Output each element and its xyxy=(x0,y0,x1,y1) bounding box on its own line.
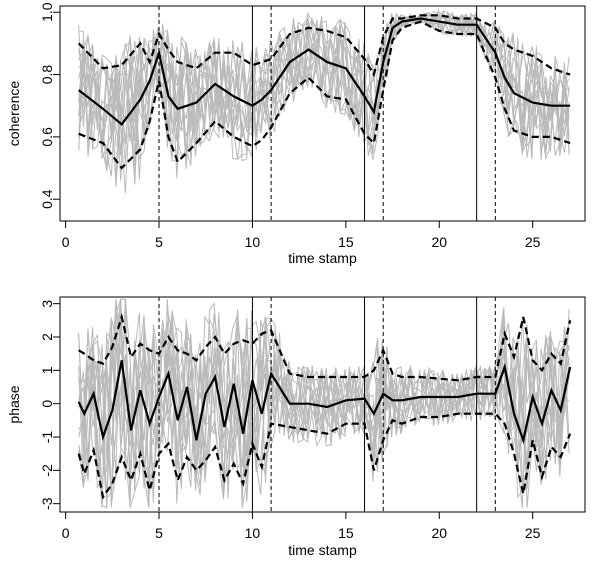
mean-line xyxy=(78,17,571,126)
phase-x-axis: 0 5 10 15 20 25 xyxy=(62,512,541,541)
coherence-panel: 0 5 10 15 20 25 0.4 0.6 0.8 1.0 time stamp coher… xyxy=(6,2,586,266)
coherence-x-axis-label: time stamp xyxy=(288,250,357,266)
coherence-event-lines xyxy=(158,6,496,221)
individual-series-line xyxy=(78,308,570,485)
coherence-y-axis-label: coherence xyxy=(6,81,22,147)
y-tick-label: -1 xyxy=(39,431,55,444)
coherence-y-axis: 0.4 0.6 0.8 1.0 xyxy=(39,2,60,209)
x-tick-label: 0 xyxy=(62,525,70,541)
phase-y-axis: -3 -2 -1 0 1 2 3 xyxy=(39,300,60,510)
y-tick-label: 0.6 xyxy=(39,127,55,147)
y-tick-label: -2 xyxy=(39,464,55,477)
phase-event-lines xyxy=(158,297,496,512)
x-tick-label: 20 xyxy=(431,234,447,250)
individual-series-line xyxy=(78,298,570,477)
x-tick-label: 15 xyxy=(338,525,354,541)
y-tick-label: 1.0 xyxy=(39,2,55,22)
x-tick-label: 5 xyxy=(155,525,163,541)
phase-summary-lines xyxy=(77,312,572,500)
coherence-plot-frame xyxy=(59,5,586,222)
x-tick-label: 25 xyxy=(525,525,541,541)
x-tick-label: 20 xyxy=(431,525,447,541)
y-tick-label: 1 xyxy=(39,366,55,374)
mean-line xyxy=(77,360,572,445)
phase-plot-frame xyxy=(59,296,586,513)
phase-x-axis-label: time stamp xyxy=(288,542,357,558)
upper-band-line xyxy=(77,14,571,78)
individual-series-line xyxy=(78,299,570,508)
y-tick-label: 0 xyxy=(39,400,55,408)
lower-band-line xyxy=(78,20,571,170)
coherence-summary-lines xyxy=(77,14,571,170)
upper-band-line xyxy=(78,312,572,382)
phase-panel: 0 5 10 15 20 25 -3 -2 -1 0 1 2 3 time stamp phase xyxy=(6,296,586,558)
x-tick-label: 15 xyxy=(338,234,354,250)
x-tick-label: 25 xyxy=(525,234,541,250)
x-tick-label: 10 xyxy=(245,525,261,541)
lower-band-line xyxy=(77,412,572,500)
individual-series-line xyxy=(78,8,570,169)
y-tick-label: 2 xyxy=(39,333,55,341)
x-tick-label: 10 xyxy=(245,234,261,250)
y-tick-label: 0.4 xyxy=(39,189,55,209)
y-tick-label: -3 xyxy=(39,497,55,510)
phase-y-axis-label: phase xyxy=(6,385,22,423)
coherence-x-axis: 0 5 10 15 20 25 xyxy=(62,221,541,250)
y-tick-label: 0.8 xyxy=(39,65,55,85)
x-tick-label: 0 xyxy=(62,234,70,250)
y-tick-label: 3 xyxy=(39,300,55,308)
x-tick-label: 5 xyxy=(155,234,163,250)
